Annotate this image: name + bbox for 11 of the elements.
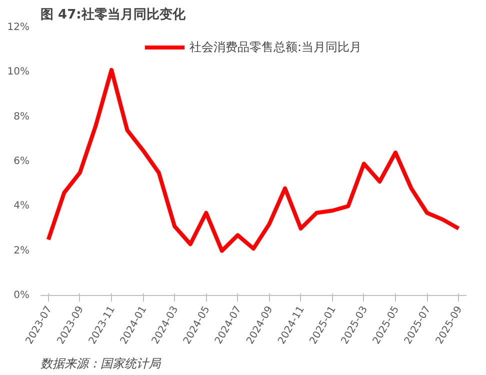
y-tick-label: 4%: [14, 200, 30, 212]
legend-label: 社会消费品零售总额:当月同比月: [189, 38, 362, 56]
line-series: [46, 68, 461, 253]
source-note: 数据来源：国家统计局: [40, 356, 162, 370]
y-tick-label: 2%: [14, 245, 30, 256]
y-tick-label: 10%: [7, 66, 30, 78]
y-tick-label: 12%: [7, 22, 30, 33]
y-tick-label: 0%: [14, 290, 30, 301]
y-tick-label: 6%: [14, 156, 30, 167]
chart-title: 图 47:社零当月同比变化: [40, 6, 186, 22]
y-tick-label: 8%: [14, 111, 30, 122]
